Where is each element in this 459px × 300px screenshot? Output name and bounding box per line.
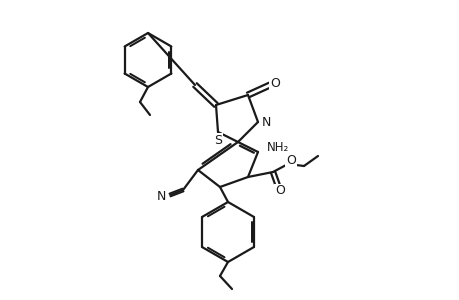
Text: NH₂: NH₂	[266, 140, 289, 154]
Text: S: S	[213, 134, 222, 146]
Text: N: N	[261, 116, 270, 128]
Text: N: N	[156, 190, 166, 202]
Text: O: O	[269, 76, 280, 89]
Text: O: O	[285, 154, 295, 166]
Text: O: O	[274, 184, 284, 197]
